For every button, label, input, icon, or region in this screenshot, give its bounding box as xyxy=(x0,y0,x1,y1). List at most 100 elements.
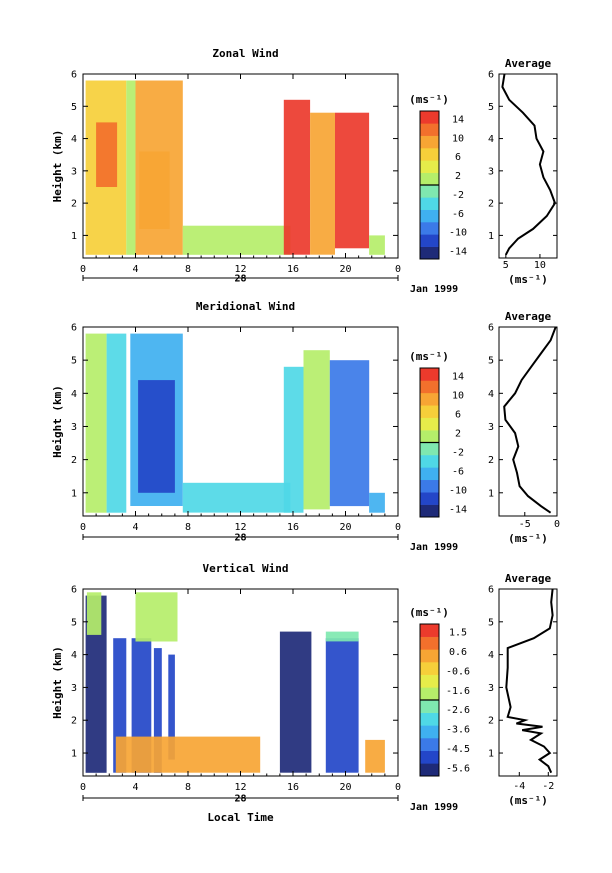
heatmap-cell xyxy=(168,654,175,760)
colorbar-swatch xyxy=(420,160,439,173)
colorbar-tick-label: -1.6 xyxy=(446,686,470,697)
heatmap-cell xyxy=(279,631,312,773)
y-tick-label: 2 xyxy=(71,199,77,210)
colorbar-swatch xyxy=(420,417,439,431)
y-tick-label: 3 xyxy=(71,683,77,694)
colorbar-swatch xyxy=(420,380,439,394)
panel-title: Vertical Wind xyxy=(202,562,288,575)
colorbar-unit: (ms⁻¹) xyxy=(409,606,449,619)
profile-y-tick-label: 1 xyxy=(488,488,494,499)
profile-x-tick-label: 0 xyxy=(554,519,560,530)
heatmap-cell xyxy=(138,380,175,493)
profile-frame xyxy=(498,326,558,517)
colorbar-swatch xyxy=(420,172,439,186)
profile-line xyxy=(501,73,557,256)
profile-line xyxy=(503,326,557,514)
y-tick-label: 2 xyxy=(71,455,77,466)
profile-y-tick-label: 2 xyxy=(488,716,494,727)
x-tick-label: 16 xyxy=(287,264,299,275)
average-profile: Average 1 2 3 4 5 6 -4 -2 (ms⁻¹) xyxy=(488,572,558,807)
colorbar-tick-label: -4.5 xyxy=(446,744,470,755)
y-tick-label: 5 xyxy=(71,102,77,113)
average-profile: Average 1 2 3 4 5 6 5 10 (ms⁻¹) xyxy=(488,57,558,286)
heatmap-cell xyxy=(283,99,311,255)
heatmap-cell xyxy=(283,366,304,513)
profile-y-tick-label: 5 xyxy=(488,356,494,367)
x-tick-label: 0 xyxy=(395,522,401,533)
y-tick-label: 2 xyxy=(71,716,77,727)
colorbar-swatch xyxy=(420,763,439,777)
y-tick-label: 6 xyxy=(71,323,77,334)
profile-y-tick-label: 2 xyxy=(488,455,494,466)
heatmap-cell xyxy=(303,350,330,510)
colorbar-tick-label: 0.6 xyxy=(449,647,467,658)
x-tick-label: 12 xyxy=(234,782,246,793)
colorbar-tick-label: -5.6 xyxy=(446,764,470,775)
colorbar-swatch xyxy=(420,148,439,161)
y-tick-label: 4 xyxy=(71,134,77,145)
heatmap-cell xyxy=(153,648,162,773)
colorbar-swatch xyxy=(420,479,439,493)
colorbar-tick-label: -2 xyxy=(452,448,464,459)
date-label: 28 xyxy=(234,533,246,544)
profile-x-tick-label: -2 xyxy=(542,781,554,792)
y-tick-label: 6 xyxy=(71,585,77,596)
x-tick-label: 4 xyxy=(132,522,138,533)
date-axis: 28 xyxy=(82,274,399,285)
heatmap-cell xyxy=(115,736,261,773)
y-tick-label: 4 xyxy=(71,650,77,661)
colorbar-tick-label: 2 xyxy=(455,171,461,182)
colorbar-swatch xyxy=(420,624,439,637)
profile-y-tick-label: 6 xyxy=(488,70,494,81)
colorbar-tick-label: -10 xyxy=(449,228,467,239)
x-tick-label: 0 xyxy=(80,522,86,533)
date-axis: 28 xyxy=(82,533,399,544)
colorbar-swatch xyxy=(420,712,439,726)
colorbar: 1.5 0.6 -0.6 -1.6 -2.6 -3.6 -4.5 -5.6 (ms⁻¹) xyxy=(409,606,470,777)
colorbar-swatch xyxy=(420,197,439,210)
colorbar-swatch xyxy=(420,467,439,481)
y-tick-label: 1 xyxy=(71,749,77,760)
colorbar-swatch xyxy=(420,725,439,739)
y-axis-label: Height (km) xyxy=(51,646,64,719)
heatmap-cell xyxy=(182,225,291,255)
heatmap-cell xyxy=(329,360,370,507)
x-tick-label: 16 xyxy=(287,522,299,533)
x-tick-label: 12 xyxy=(234,264,246,275)
colorbar-tick-label: 6 xyxy=(455,152,461,163)
x-tick-label: 8 xyxy=(185,782,191,793)
colorbar-tick-label: -14 xyxy=(449,505,467,516)
colorbar-swatch xyxy=(420,234,439,247)
y-tick-label: 5 xyxy=(71,617,77,628)
heatmap-cell xyxy=(369,235,385,255)
y-tick-label: 1 xyxy=(71,488,77,499)
x-tick-label: 0 xyxy=(80,264,86,275)
profile-y-tick-label: 3 xyxy=(488,422,494,433)
heatmap-cell xyxy=(139,151,170,229)
x-tick-label: 8 xyxy=(185,522,191,533)
heatmap-cell xyxy=(325,638,359,773)
profile-x-tick-label: -4 xyxy=(513,781,525,792)
y-axis-label: Height (km) xyxy=(51,385,64,458)
colorbar-tick-label: -3.6 xyxy=(446,725,470,736)
colorbar-tick-label: -6 xyxy=(452,209,464,220)
x-tick-label: 0 xyxy=(395,264,401,275)
colorbar-tick-label: -2.6 xyxy=(446,705,470,716)
average-profile: Average 1 2 3 4 5 6 -5 0 (ms⁻¹) xyxy=(488,310,560,545)
heatmap-cell xyxy=(182,482,291,513)
colorbar-tick-label: 10 xyxy=(452,391,464,402)
colorbar-tick-label: 14 xyxy=(452,115,464,126)
colorbar-swatch xyxy=(420,662,439,675)
x-tick-label: 0 xyxy=(395,782,401,793)
colorbar-swatch xyxy=(420,687,439,701)
profile-frame xyxy=(498,588,558,777)
colorbar-swatch xyxy=(420,492,439,505)
x-tick-label: 20 xyxy=(339,522,351,533)
profile-y-tick-label: 4 xyxy=(488,134,494,145)
colorbar-tick-label: 10 xyxy=(452,133,464,144)
profile-title: Average xyxy=(505,57,552,70)
x-tick-label: 20 xyxy=(339,264,351,275)
